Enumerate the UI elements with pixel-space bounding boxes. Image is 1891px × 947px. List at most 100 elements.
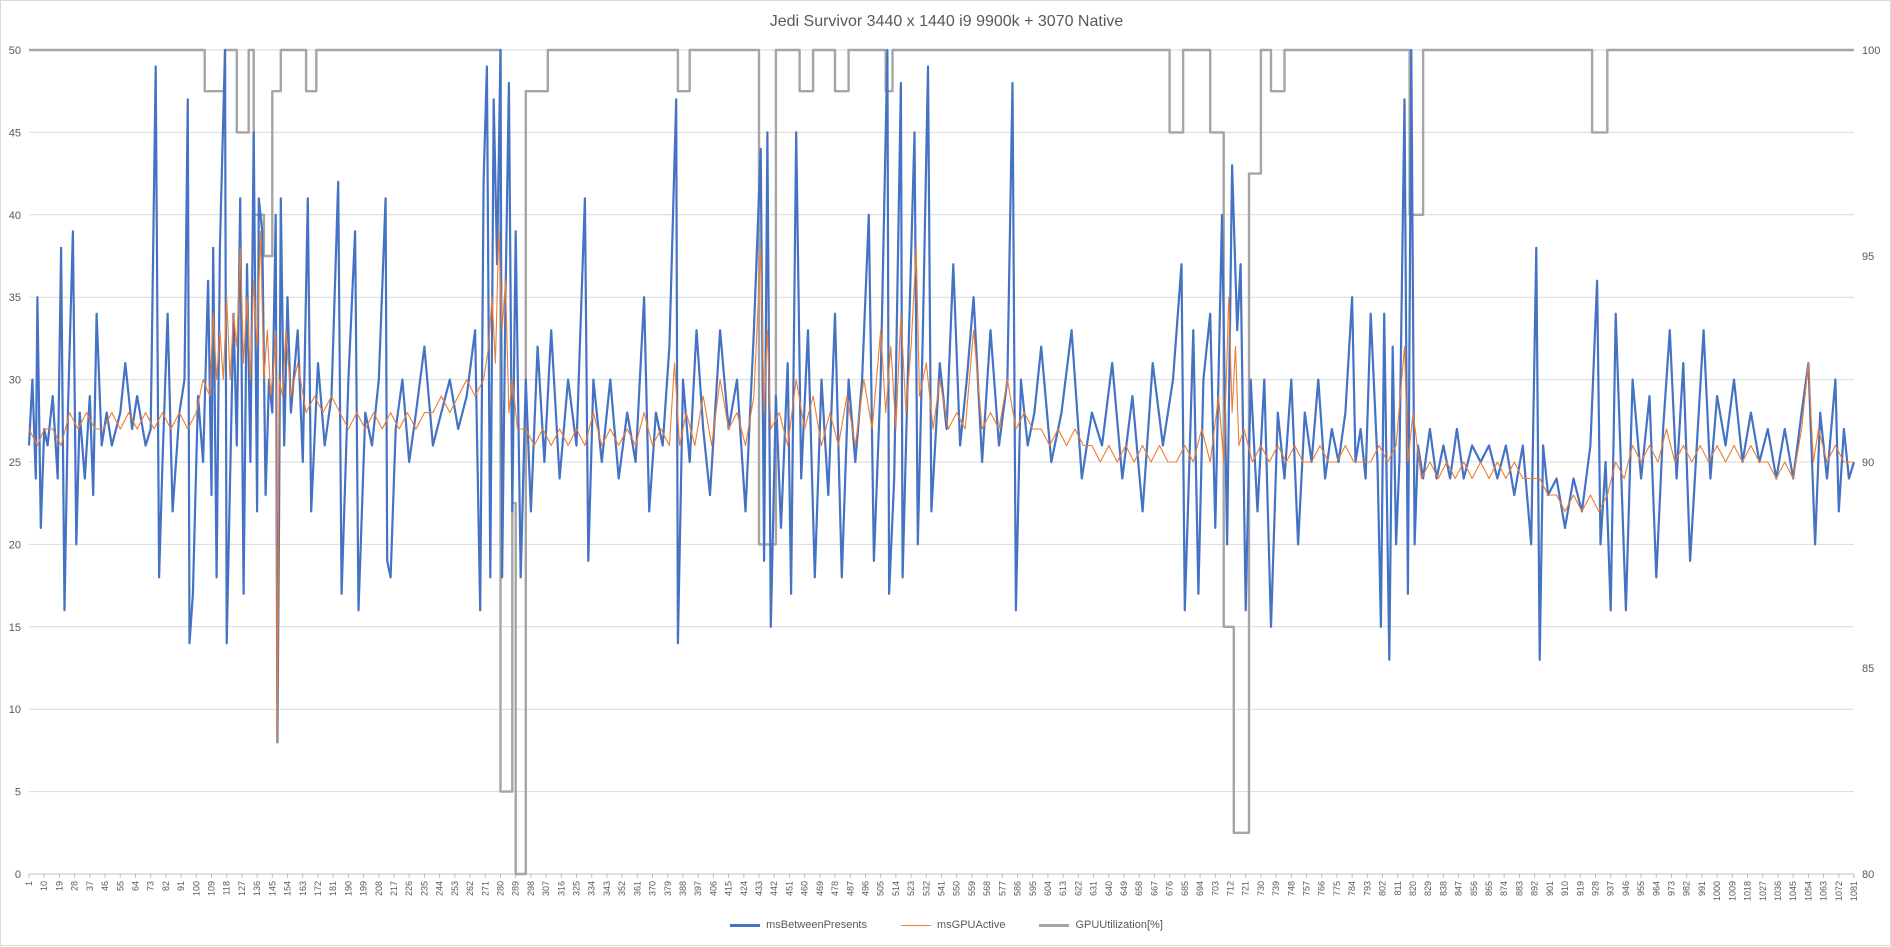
x-tick-35: 316 xyxy=(556,881,566,896)
legend-item-1: msGPUActive xyxy=(901,919,1005,931)
y-left-tick-6: 30 xyxy=(9,375,21,387)
x-tick-45: 406 xyxy=(708,881,718,896)
x-tick-47: 424 xyxy=(739,881,749,896)
series-line-1 xyxy=(28,230,1854,743)
y-left-tick-9: 45 xyxy=(9,127,21,139)
x-tick-0: 1 xyxy=(24,881,34,886)
x-tick-2: 19 xyxy=(54,881,64,891)
x-tick-118: 1063 xyxy=(1819,881,1829,901)
x-tick-40: 361 xyxy=(632,881,642,896)
x-tick-49: 442 xyxy=(769,881,779,896)
x-tick-33: 298 xyxy=(526,881,536,896)
x-tick-5: 46 xyxy=(100,881,110,891)
x-tick-66: 595 xyxy=(1028,881,1038,896)
x-tick-10: 91 xyxy=(176,881,186,891)
x-tick-114: 1027 xyxy=(1758,881,1768,901)
x-tick-37: 334 xyxy=(587,881,597,896)
x-tick-93: 838 xyxy=(1438,881,1448,896)
x-tick-90: 811 xyxy=(1393,881,1403,895)
x-tick-62: 559 xyxy=(967,881,977,896)
x-tick-113: 1018 xyxy=(1743,881,1753,901)
x-tick-55: 496 xyxy=(860,881,870,896)
x-tick-100: 901 xyxy=(1545,881,1555,896)
x-tick-12: 109 xyxy=(207,881,217,896)
x-tick-63: 568 xyxy=(982,881,992,896)
x-tick-69: 622 xyxy=(1073,881,1083,896)
x-tick-105: 946 xyxy=(1621,881,1631,896)
x-tick-79: 712 xyxy=(1225,881,1235,896)
x-tick-labels: 1 10 19 28 37 46 55 64 73 82 91 100 109 118 127 136 145 1… xyxy=(24,874,1859,901)
x-tick-77: 694 xyxy=(1195,881,1205,896)
x-tick-85: 766 xyxy=(1317,881,1327,896)
x-tick-54: 487 xyxy=(845,881,855,896)
y-left-tick-4: 20 xyxy=(9,539,21,551)
x-tick-119: 1072 xyxy=(1834,881,1844,901)
x-tick-32: 289 xyxy=(511,881,521,896)
legend-swatch-1 xyxy=(901,924,931,926)
legend-swatch-2 xyxy=(1039,923,1070,927)
x-tick-70: 631 xyxy=(1089,881,1099,896)
x-tick-64: 577 xyxy=(997,881,1007,896)
x-tick-115: 1036 xyxy=(1773,881,1783,901)
x-tick-59: 532 xyxy=(921,881,931,896)
x-tick-57: 514 xyxy=(891,881,901,896)
x-tick-65: 586 xyxy=(1013,881,1023,896)
y-right-tick-4: 100 xyxy=(1862,45,1880,57)
x-tick-20: 181 xyxy=(328,881,338,896)
x-tick-23: 208 xyxy=(374,881,384,896)
x-tick-30: 271 xyxy=(480,881,490,896)
x-tick-117: 1054 xyxy=(1803,881,1813,901)
x-tick-53: 478 xyxy=(830,881,840,896)
x-tick-48: 433 xyxy=(754,881,764,896)
x-tick-103: 928 xyxy=(1590,881,1600,896)
y-left-tick-0: 0 xyxy=(15,869,21,881)
x-tick-84: 757 xyxy=(1302,881,1312,896)
y-left-tick-5: 25 xyxy=(9,457,21,469)
x-tick-67: 604 xyxy=(1043,881,1053,896)
series-line-0 xyxy=(27,48,1856,744)
x-tick-25: 226 xyxy=(404,881,414,896)
y-left-tick-3: 15 xyxy=(9,622,21,634)
x-tick-96: 865 xyxy=(1484,881,1494,896)
x-tick-60: 541 xyxy=(937,881,947,896)
x-tick-89: 802 xyxy=(1378,881,1388,896)
x-tick-22: 199 xyxy=(359,881,369,896)
y-right-tick-2: 90 xyxy=(1862,457,1874,469)
x-tick-56: 505 xyxy=(876,881,886,896)
x-tick-13: 118 xyxy=(222,881,232,895)
x-tick-29: 262 xyxy=(465,881,475,896)
y-right-tick-0: 80 xyxy=(1862,869,1874,881)
series-layer xyxy=(27,48,1856,876)
x-tick-109: 982 xyxy=(1682,881,1692,896)
x-tick-28: 253 xyxy=(450,881,460,896)
x-tick-38: 343 xyxy=(602,881,612,896)
x-tick-97: 874 xyxy=(1499,881,1509,896)
x-tick-120: 1081 xyxy=(1849,881,1859,901)
x-tick-8: 73 xyxy=(146,881,156,891)
legend-item-0: msBetweenPresents xyxy=(730,919,867,931)
x-tick-16: 145 xyxy=(267,881,277,896)
legend-label-0: msBetweenPresents xyxy=(766,919,867,931)
legend-label-1: msGPUActive xyxy=(937,919,1006,931)
x-tick-111: 1000 xyxy=(1712,881,1722,901)
x-tick-95: 856 xyxy=(1469,881,1479,896)
legend: msBetweenPresents msGPUActive GPUUtilizati… xyxy=(1,919,1891,931)
x-tick-73: 658 xyxy=(1134,881,1144,896)
y-left-tick-8: 40 xyxy=(9,210,21,222)
x-tick-88: 793 xyxy=(1362,881,1372,896)
x-tick-34: 307 xyxy=(541,881,551,896)
x-tick-108: 973 xyxy=(1667,881,1677,896)
x-tick-15: 136 xyxy=(252,881,262,896)
x-tick-76: 685 xyxy=(1180,881,1190,896)
x-tick-1: 10 xyxy=(39,881,49,891)
x-tick-19: 172 xyxy=(313,881,323,896)
x-tick-106: 955 xyxy=(1636,881,1646,896)
x-tick-87: 784 xyxy=(1347,881,1357,896)
x-tick-80: 721 xyxy=(1241,881,1251,896)
x-tick-112: 1009 xyxy=(1727,881,1737,901)
x-tick-75: 676 xyxy=(1165,881,1175,896)
x-tick-24: 217 xyxy=(389,881,399,896)
x-tick-68: 613 xyxy=(1058,881,1068,896)
x-tick-94: 847 xyxy=(1454,881,1464,896)
y-right-tick-3: 95 xyxy=(1862,251,1874,263)
